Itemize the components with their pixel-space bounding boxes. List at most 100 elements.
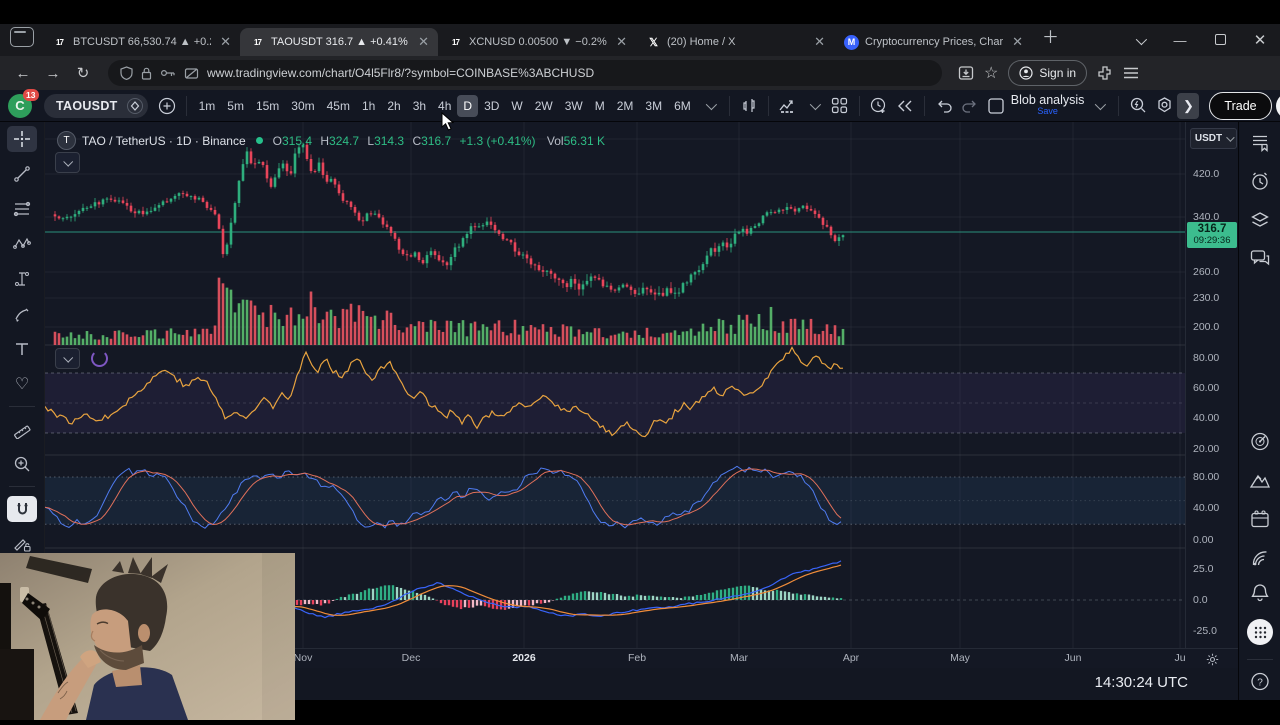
scale-label: 260.0 [1193,266,1220,278]
time-axis[interactable]: Nov Dec 2026 Feb Mar Apr May Jun Ju [45,648,1238,669]
url-field[interactable]: www.tradingview.com/chart/O4l5Flr8/?symb… [108,60,942,86]
help-icon[interactable]: ? [1249,671,1271,698]
minimize-button[interactable]: — [1173,32,1187,48]
trend-line-tool[interactable] [7,161,37,187]
timeframe-D[interactable]: D [457,94,479,117]
new-tab-button[interactable]: ＋ [1042,28,1059,47]
all-apps-button[interactable] [1247,619,1273,645]
watchlist-icon[interactable] [1250,133,1270,158]
browser-menu-icon[interactable] [1123,66,1139,80]
close-tab-icon[interactable]: ✕ [616,34,627,49]
layout-name-button[interactable]: Blob analysis Save [1011,94,1085,117]
chart-legend[interactable]: T TAO / TetherUS · 1D · Binance O315.4 H… [57,131,605,150]
magnet-tool[interactable] [7,496,37,522]
timeframe-15m[interactable]: 15m [250,95,285,117]
text-tool[interactable] [7,336,37,362]
close-window-button[interactable]: ✕ [1253,32,1267,49]
extensions-icon[interactable] [1097,65,1113,81]
symbol-flag-icon[interactable] [126,97,144,115]
notifications-bell-icon[interactable] [1250,582,1270,608]
ideas-icon[interactable] [1249,471,1271,495]
save-layout-link[interactable]: Save [1037,106,1058,117]
timeframe-1h[interactable]: 1h [356,95,381,117]
timeframe-W[interactable]: W [505,95,528,117]
tab-x-home[interactable]: 𝕏 (20) Home / X ✕ [636,28,834,56]
timeframe-30m[interactable]: 30m [285,95,320,117]
tab-btcusdt[interactable]: 17 BTCUSDT 66,530.74 ▲ +0.23% B ✕ [42,28,240,56]
timeframe-chevron-icon[interactable] [697,93,723,119]
layout-preview-icon[interactable] [983,93,1009,119]
fullscreen-expand-button[interactable]: ❯ [1177,92,1200,119]
timeframe-6M[interactable]: 6M [668,95,697,117]
trade-button[interactable]: Trade [1209,91,1272,120]
close-tab-icon[interactable]: ✕ [418,34,429,49]
alert-add-icon[interactable] [866,93,892,119]
person [40,557,188,720]
scale-label: 40.00 [1193,502,1220,514]
save-page-icon[interactable] [958,65,974,81]
tab-xcnusd[interactable]: 17 XCNUSD 0.00500 ▼ −0.2% Blob ✕ [438,28,636,56]
timeframe-1m[interactable]: 1m [193,95,222,117]
indicators-icon[interactable] [775,93,801,119]
emoji-heart-tool[interactable]: ♡ [14,376,30,393]
timeframe-2W[interactable]: 2W [529,95,559,117]
timeframe-3W[interactable]: 3W [559,95,589,117]
tab-crypto-prices[interactable]: M Cryptocurrency Prices, Charts A ✕ [834,28,1032,56]
timeframe-3h[interactable]: 3h [407,95,432,117]
calendar-icon[interactable] [1250,510,1270,535]
streams-icon[interactable] [1250,549,1271,573]
drawing-lock-tool[interactable] [7,531,37,557]
timeframe-3M[interactable]: 3M [639,95,668,117]
close-tab-icon[interactable]: ✕ [814,34,825,49]
timeframe-3D[interactable]: 3D [478,95,505,117]
bar-replay-icon[interactable] [892,93,918,119]
screener-radar-icon[interactable] [1249,431,1271,458]
price-scale[interactable]: USDT 420.0 340.0 260.0 230.0 200.0 80.00 60.00… [1185,122,1239,648]
brush-tool[interactable] [7,301,37,327]
restore-button[interactable] [1200,33,1240,48]
rsi-pane-collapse-button[interactable] [55,348,80,369]
timeframe-45m[interactable]: 45m [321,95,356,117]
tab-taousdt[interactable]: 17 TAOUSDT 316.7 ▲ +0.41% Blob ✕ [240,28,438,56]
redo-icon[interactable] [957,93,983,119]
compare-add-icon[interactable] [154,93,180,119]
timeframe-2h[interactable]: 2h [381,95,406,117]
alerts-clock-icon[interactable] [1250,171,1271,197]
forward-icon[interactable]: → [45,64,61,82]
market-status-dot [255,137,263,144]
tab-list-chevron-icon[interactable] [1120,33,1160,48]
layout-templates-icon[interactable] [827,93,853,119]
timeframe-2M[interactable]: 2M [611,95,640,117]
pattern-tool[interactable] [7,231,37,257]
main-pane-collapse-button[interactable] [55,152,80,173]
sign-in-button[interactable]: Sign in [1008,60,1088,86]
undo-icon[interactable] [931,93,957,119]
quick-search-icon[interactable] [1125,93,1151,119]
time-label: Feb [627,652,647,664]
bookmark-star-icon[interactable]: ☆ [984,65,999,82]
timeframe-5m[interactable]: 5m [221,95,250,117]
timeframe-M[interactable]: M [589,95,611,117]
chart-style-icon[interactable] [736,93,762,119]
tab-search-icon[interactable] [10,27,34,47]
close-tab-icon[interactable]: ✕ [220,34,231,49]
measure-tool[interactable] [7,416,37,442]
object-tree-layers-icon[interactable] [1250,211,1271,235]
zoom-in-tool[interactable] [7,451,37,477]
close-tab-icon[interactable]: ✕ [1012,34,1023,49]
crosshair-tool[interactable] [7,126,37,152]
indicators-chevron-icon[interactable] [801,93,827,119]
back-icon[interactable]: ← [15,64,31,82]
settings-icon[interactable] [1151,93,1177,119]
time-axis-gear-icon[interactable] [1205,652,1220,667]
reload-icon[interactable]: ↻ [76,65,90,82]
user-avatar[interactable]: C 13 [8,88,39,118]
currency-toggle-button[interactable]: USDT [1190,128,1237,149]
projection-tool[interactable] [7,266,37,292]
chat-icon[interactable] [1250,249,1271,273]
layout-chevron-icon[interactable] [1086,93,1112,119]
timeframe-4h[interactable]: 4h [432,95,457,117]
fib-retracement-tool[interactable] [7,196,37,222]
symbol-search-button[interactable]: TAOUSDT [44,93,148,118]
publish-button[interactable]: Publish [1275,92,1280,119]
